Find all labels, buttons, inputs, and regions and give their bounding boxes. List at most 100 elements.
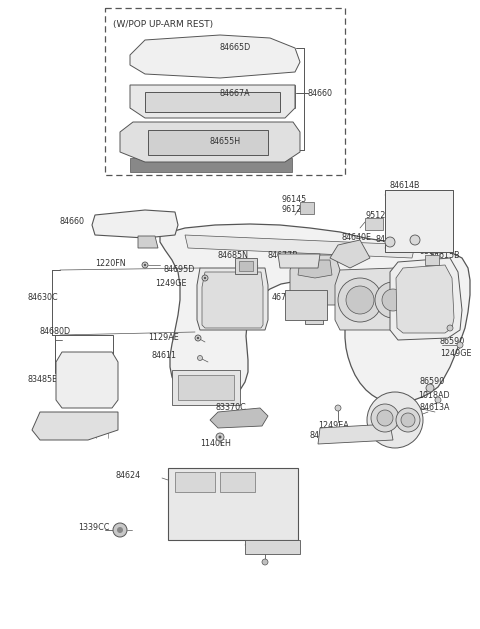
Circle shape [367, 392, 423, 448]
Polygon shape [298, 260, 332, 278]
Bar [365, 218, 383, 230]
Text: 84614B: 84614B [390, 182, 420, 191]
Circle shape [202, 275, 208, 281]
Circle shape [142, 262, 148, 268]
Polygon shape [210, 408, 268, 428]
Circle shape [197, 355, 203, 360]
Text: 46750: 46750 [272, 294, 297, 303]
Polygon shape [290, 255, 340, 305]
Polygon shape [197, 268, 268, 330]
Text: 1249GE: 1249GE [155, 279, 187, 287]
Text: 84685N: 84685N [218, 252, 249, 260]
Circle shape [435, 397, 441, 403]
Circle shape [447, 325, 453, 331]
Text: 84640E: 84640E [342, 233, 372, 243]
Text: 95530: 95530 [420, 247, 445, 257]
Text: 1140EH: 1140EH [200, 440, 231, 448]
Text: 84630C: 84630C [28, 294, 59, 303]
Text: 86590: 86590 [420, 377, 445, 386]
Polygon shape [318, 424, 393, 444]
Polygon shape [396, 265, 454, 333]
Text: 84677B: 84677B [268, 252, 299, 260]
Polygon shape [138, 236, 158, 248]
Text: (W/POP UP-ARM REST): (W/POP UP-ARM REST) [113, 20, 213, 29]
Bar [220, 472, 255, 492]
Polygon shape [330, 240, 370, 268]
Polygon shape [32, 412, 118, 440]
Polygon shape [178, 375, 234, 400]
Text: 84680D: 84680D [40, 328, 71, 337]
Text: 1339CC: 1339CC [78, 523, 109, 533]
Text: 93610G: 93610G [400, 231, 432, 240]
Circle shape [410, 235, 420, 245]
Bar [300, 202, 314, 214]
Text: 84667A: 84667A [220, 89, 251, 97]
Bar [245, 540, 300, 554]
Polygon shape [130, 35, 300, 78]
Circle shape [396, 408, 420, 432]
Text: 1249EA: 1249EA [318, 421, 349, 430]
Polygon shape [148, 130, 268, 155]
Text: 84611: 84611 [152, 350, 177, 360]
Circle shape [262, 559, 268, 565]
Bar [385, 190, 453, 252]
Circle shape [377, 410, 393, 426]
Bar [285, 290, 327, 320]
Text: 84665D: 84665D [220, 43, 251, 52]
Circle shape [457, 342, 463, 348]
Text: 83370C: 83370C [215, 403, 246, 413]
Polygon shape [185, 235, 415, 258]
Circle shape [197, 337, 199, 339]
Circle shape [204, 277, 206, 279]
Text: 84655H: 84655H [210, 138, 241, 147]
Circle shape [117, 527, 123, 533]
Polygon shape [56, 352, 118, 408]
Polygon shape [202, 272, 263, 328]
Circle shape [216, 433, 224, 441]
Circle shape [382, 289, 404, 311]
Bar [55, 335, 113, 373]
Polygon shape [120, 122, 300, 162]
Text: 1018AD: 1018AD [418, 391, 450, 399]
Circle shape [385, 237, 395, 247]
Bar [105, 8, 345, 175]
Polygon shape [335, 268, 400, 330]
Text: 84615B: 84615B [430, 252, 461, 260]
Polygon shape [172, 370, 240, 405]
Circle shape [401, 413, 415, 427]
Circle shape [113, 523, 127, 537]
Polygon shape [278, 254, 320, 268]
Text: 84625L: 84625L [390, 411, 420, 420]
Text: 84660: 84660 [308, 89, 333, 97]
Circle shape [195, 335, 201, 341]
Circle shape [335, 405, 341, 411]
Text: 84232: 84232 [376, 235, 401, 245]
Bar [168, 468, 298, 540]
Text: 95120A: 95120A [366, 211, 397, 220]
Polygon shape [130, 85, 295, 118]
Bar [175, 472, 215, 492]
Circle shape [218, 435, 221, 438]
Bar [305, 310, 323, 324]
Text: 96120L: 96120L [282, 206, 312, 214]
Circle shape [375, 282, 411, 318]
Circle shape [144, 264, 146, 266]
Text: 1129AE: 1129AE [148, 333, 179, 343]
Polygon shape [145, 92, 280, 112]
Polygon shape [390, 258, 462, 340]
Bar [239, 261, 253, 271]
Text: 84617A: 84617A [310, 431, 341, 440]
Text: 96145: 96145 [282, 196, 307, 204]
Text: 1220FN: 1220FN [95, 259, 126, 267]
Text: 84660: 84660 [60, 218, 85, 226]
Text: 84613A: 84613A [420, 403, 451, 413]
Circle shape [426, 384, 434, 392]
Polygon shape [160, 224, 470, 404]
Text: 84651B: 84651B [288, 313, 319, 323]
Text: 84624: 84624 [115, 472, 140, 481]
Bar [130, 158, 292, 172]
Text: 1243KA: 1243KA [248, 543, 278, 552]
Text: 86590: 86590 [440, 338, 465, 347]
Circle shape [346, 286, 374, 314]
Text: 83485B: 83485B [28, 376, 59, 384]
